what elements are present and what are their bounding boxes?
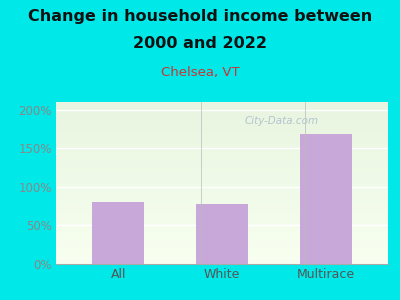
Text: 2000 and 2022: 2000 and 2022: [133, 36, 267, 51]
Text: Change in household income between: Change in household income between: [28, 9, 372, 24]
Bar: [196, 204, 248, 264]
Bar: [300, 134, 352, 264]
Text: Chelsea, VT: Chelsea, VT: [161, 66, 239, 79]
Bar: [92, 202, 144, 264]
Text: City-Data.com: City-Data.com: [245, 116, 319, 126]
